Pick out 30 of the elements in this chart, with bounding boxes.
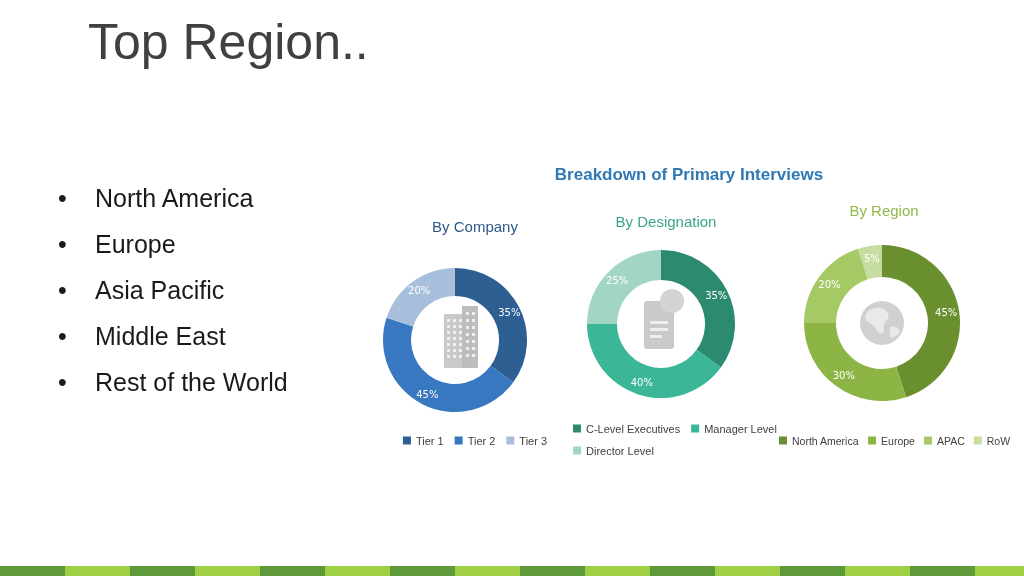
chart-subtitle: By Designation [615, 213, 717, 230]
legend-label: Director Level [586, 444, 654, 457]
chart-title: By Region [849, 202, 919, 219]
data-label: 25% [606, 274, 629, 286]
legend-label: C-Level Executives [586, 422, 681, 435]
text: Top Region.. [88, 13, 369, 72]
data-label: 45% [416, 388, 439, 400]
legend-label: APAC [936, 434, 966, 447]
data-label: 5% [863, 253, 880, 265]
text: • Asia Pacific [58, 275, 226, 306]
data-label: 30% [832, 370, 855, 382]
data-label: 20% [408, 285, 431, 297]
legend-label: RoW [986, 434, 1011, 447]
text: • North America [58, 183, 255, 214]
legend-label: Tier 1 [415, 434, 444, 447]
data-label: 35% [498, 306, 521, 318]
text: • Europe [58, 229, 177, 260]
chart-title: By Company [432, 218, 519, 235]
legend-label: Tier 2 [467, 434, 496, 447]
legend-label: North America [792, 434, 859, 447]
legend-label: Tier 3 [519, 434, 548, 447]
data-label: 45% [935, 307, 958, 319]
text: • Middle East [58, 321, 227, 352]
legend-label: Europe [881, 434, 916, 447]
data-label: 20% [818, 279, 841, 291]
data-label: 40% [630, 377, 653, 389]
text: • Rest of the World [58, 367, 288, 398]
legend-label: Manager Level [704, 422, 777, 435]
chart-title: Breakdown of Primary Interviews [554, 165, 824, 184]
data-label: 35% [705, 290, 728, 302]
